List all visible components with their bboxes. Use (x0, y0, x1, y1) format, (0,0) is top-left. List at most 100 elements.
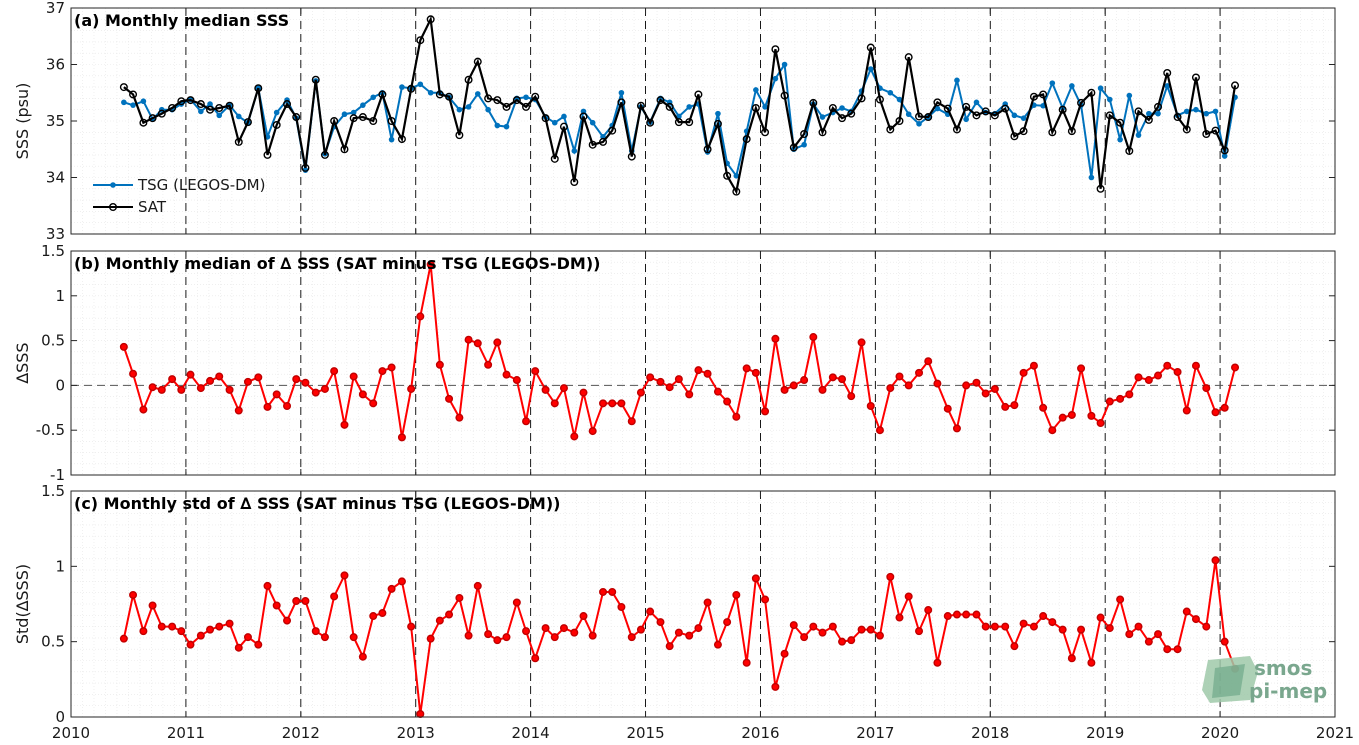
data-point (952, 610, 961, 619)
smos-pimep-logo: smos pi-mep (1202, 656, 1327, 703)
data-point (243, 118, 252, 127)
data-point (733, 173, 740, 179)
data-point (129, 590, 138, 599)
data-point (1077, 364, 1086, 373)
data-point (358, 652, 367, 661)
data-point (263, 150, 272, 159)
data-point (703, 369, 712, 378)
data-point (627, 417, 636, 426)
data-point (301, 163, 310, 172)
data-point (493, 96, 502, 105)
data-point (866, 43, 875, 52)
data-point (272, 601, 281, 610)
data-point (839, 105, 845, 111)
data-point (895, 372, 904, 381)
data-point (198, 108, 204, 115)
data-point (713, 387, 722, 396)
data-point (981, 389, 990, 398)
data-point (378, 367, 387, 376)
data-point (896, 96, 903, 103)
data-point (579, 388, 588, 397)
data-point (215, 104, 224, 113)
data-point (886, 572, 895, 581)
data-point (1211, 556, 1220, 565)
panel-title: (b) Monthly median of ∆ SSS (SAT minus T… (74, 254, 600, 273)
data-point (550, 399, 559, 408)
panel-title: (c) Monthly std of ∆ SSS (SAT minus TSG … (74, 494, 560, 513)
data-point (157, 385, 166, 394)
data-point (369, 612, 378, 621)
data-point (608, 126, 617, 135)
data-point (904, 381, 913, 390)
y-tick-label: 1 (55, 287, 65, 305)
data-point (875, 426, 884, 435)
data-point (904, 53, 913, 62)
data-point (713, 119, 722, 128)
data-point (1029, 361, 1038, 370)
data-point (818, 628, 827, 637)
data-point (531, 654, 540, 663)
data-point (875, 95, 884, 104)
data-point (474, 91, 481, 97)
data-point (320, 150, 329, 159)
data-point (206, 376, 215, 385)
data-point (1231, 363, 1240, 372)
series-line (123, 15, 1237, 195)
data-point (1163, 361, 1172, 370)
data-point (225, 619, 234, 628)
data-point (340, 420, 349, 429)
data-point (541, 624, 550, 633)
panel-b: -1 -0.5 0 0.5 1 1.5 ∆SSS (b) Monthly median of … (13, 242, 1336, 484)
data-point (674, 375, 683, 384)
data-point (186, 96, 195, 105)
y-tick-label: 0 (55, 708, 65, 726)
data-point (694, 624, 703, 633)
data-point (206, 105, 215, 114)
data-point (1134, 622, 1143, 631)
data-point (139, 405, 148, 414)
data-point (636, 101, 645, 110)
data-point (761, 595, 770, 604)
data-point (952, 125, 961, 134)
data-point (360, 102, 366, 108)
data-point (1087, 411, 1096, 420)
legend-label: TSG (LEGOS-DM) (137, 176, 265, 194)
axes-box (70, 490, 1336, 718)
data-point (1202, 384, 1211, 393)
legend-marker (108, 202, 117, 211)
data-point (887, 89, 894, 96)
data-point (407, 84, 416, 93)
data-point (588, 631, 597, 640)
data-point (1154, 630, 1163, 639)
data-point (139, 118, 148, 127)
data-point (780, 385, 789, 394)
data-point (674, 628, 683, 637)
data-point (140, 98, 147, 105)
data-point (617, 399, 626, 408)
data-point (455, 593, 464, 602)
data-point (273, 109, 280, 116)
data-point (801, 141, 807, 148)
data-point (387, 116, 396, 125)
y-tick-label: -1 (50, 466, 65, 484)
legend-marker (110, 182, 116, 188)
data-point (168, 622, 177, 631)
data-point (186, 370, 195, 379)
data-point (1116, 394, 1125, 403)
y-tick-label: 34 (46, 169, 65, 187)
data-point (694, 90, 703, 99)
data-point (838, 375, 847, 384)
data-point (1173, 367, 1182, 376)
data-point (723, 618, 732, 627)
x-tick-label: 2015 (626, 724, 664, 742)
data-point (570, 178, 579, 187)
data-point (1203, 110, 1210, 117)
data-point (272, 120, 281, 129)
data-point (732, 590, 741, 599)
data-point (1106, 96, 1113, 103)
data-point (254, 640, 263, 649)
data-point (435, 360, 444, 369)
data-point (1116, 118, 1125, 127)
data-point (473, 339, 482, 348)
data-point (551, 119, 558, 126)
